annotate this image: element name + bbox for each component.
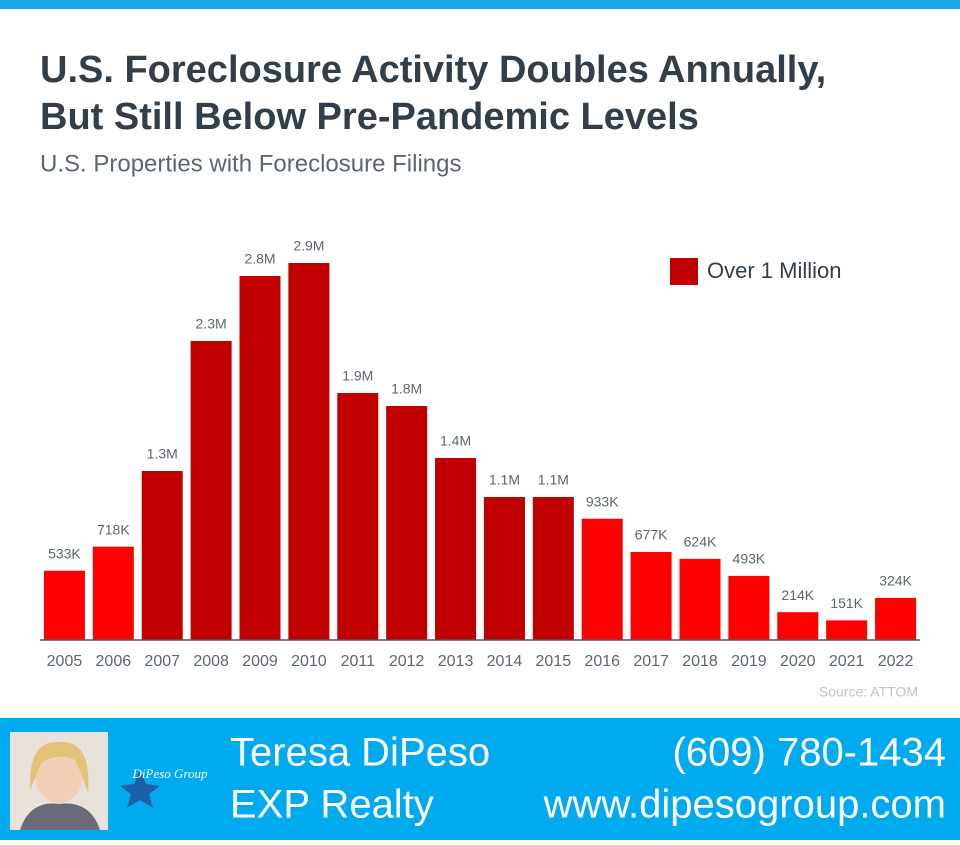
phone: (609) 780-1434: [672, 731, 946, 775]
x-tick-label: 2014: [487, 653, 523, 670]
data-label: 2.3M: [196, 316, 227, 332]
website: www.dipesogroup.com: [543, 783, 946, 827]
x-tick-label: 2020: [780, 653, 816, 670]
logo: DiPeso Group: [132, 766, 208, 781]
x-tick-label: 2022: [878, 653, 914, 670]
bar: [875, 597, 917, 640]
x-tick-label: 2012: [389, 653, 425, 670]
legend-swatch: [670, 258, 698, 285]
top-bar: [0, 0, 960, 9]
data-label: 324K: [879, 573, 912, 589]
chart-subtitle: U.S. Properties with Foreclosure Filings: [40, 150, 461, 177]
bar: [581, 518, 623, 640]
bar: [483, 497, 525, 640]
chart-title: U.S. Foreclosure Activity Doubles Annual…: [40, 49, 826, 91]
data-label: 1.8M: [391, 381, 422, 397]
data-label: 493K: [733, 551, 766, 567]
bar: [630, 551, 672, 640]
legend-label: Over 1 Million: [707, 258, 841, 283]
data-label: 214K: [781, 587, 814, 603]
x-tick-label: 2005: [47, 653, 83, 670]
bar: [141, 471, 183, 640]
bar: [92, 546, 134, 640]
company: EXP Realty: [230, 783, 434, 827]
agent-name: Teresa DiPeso: [230, 731, 490, 775]
x-tick-label: 2006: [96, 653, 132, 670]
data-label: 1.4M: [440, 433, 471, 449]
x-tick-label: 2013: [438, 653, 474, 670]
photo-face: [35, 747, 83, 803]
x-tick-label: 2015: [536, 653, 572, 670]
x-tick-label: 2007: [144, 653, 180, 670]
bar: [826, 620, 868, 640]
x-tick-label: 2018: [682, 653, 718, 670]
bar: [239, 276, 281, 640]
bar: [777, 612, 819, 640]
bar: [728, 575, 770, 640]
chart-title: But Still Below Pre-Pandemic Levels: [40, 96, 699, 138]
data-label: 2.8M: [244, 251, 275, 267]
x-tick-label: 2011: [341, 653, 376, 670]
data-label: 1.9M: [342, 368, 373, 384]
logo-star: [120, 770, 160, 808]
bar: [679, 558, 721, 640]
bar: [337, 393, 379, 640]
data-label: 718K: [97, 521, 130, 537]
bar: [532, 497, 574, 640]
bar: [435, 458, 477, 640]
data-label: 624K: [684, 534, 717, 550]
x-tick-label: 2021: [829, 653, 865, 670]
data-label: 933K: [586, 493, 619, 509]
x-tick-label: 2010: [291, 653, 327, 670]
x-tick-label: 2009: [242, 653, 278, 670]
x-tick-label: 2008: [193, 653, 229, 670]
data-label: 1.3M: [147, 446, 178, 462]
data-label: 533K: [48, 545, 81, 561]
x-tick-label: 2019: [731, 653, 767, 670]
photo-shirt: [20, 803, 100, 830]
x-tick-label: 2017: [633, 653, 669, 670]
data-label: 1.1M: [538, 472, 569, 488]
bar: [43, 570, 85, 640]
data-label: 677K: [635, 527, 668, 543]
photo-hair: [29, 741, 89, 792]
x-tick-label: 2016: [584, 653, 620, 670]
bar: [190, 341, 232, 640]
footer: [0, 718, 960, 840]
bar: [288, 263, 330, 640]
data-label: 1.1M: [489, 472, 520, 488]
data-label: 2.9M: [293, 238, 324, 254]
data-label: 151K: [830, 595, 863, 611]
source: Source: ATTOM: [819, 684, 918, 700]
bar: [386, 406, 428, 640]
